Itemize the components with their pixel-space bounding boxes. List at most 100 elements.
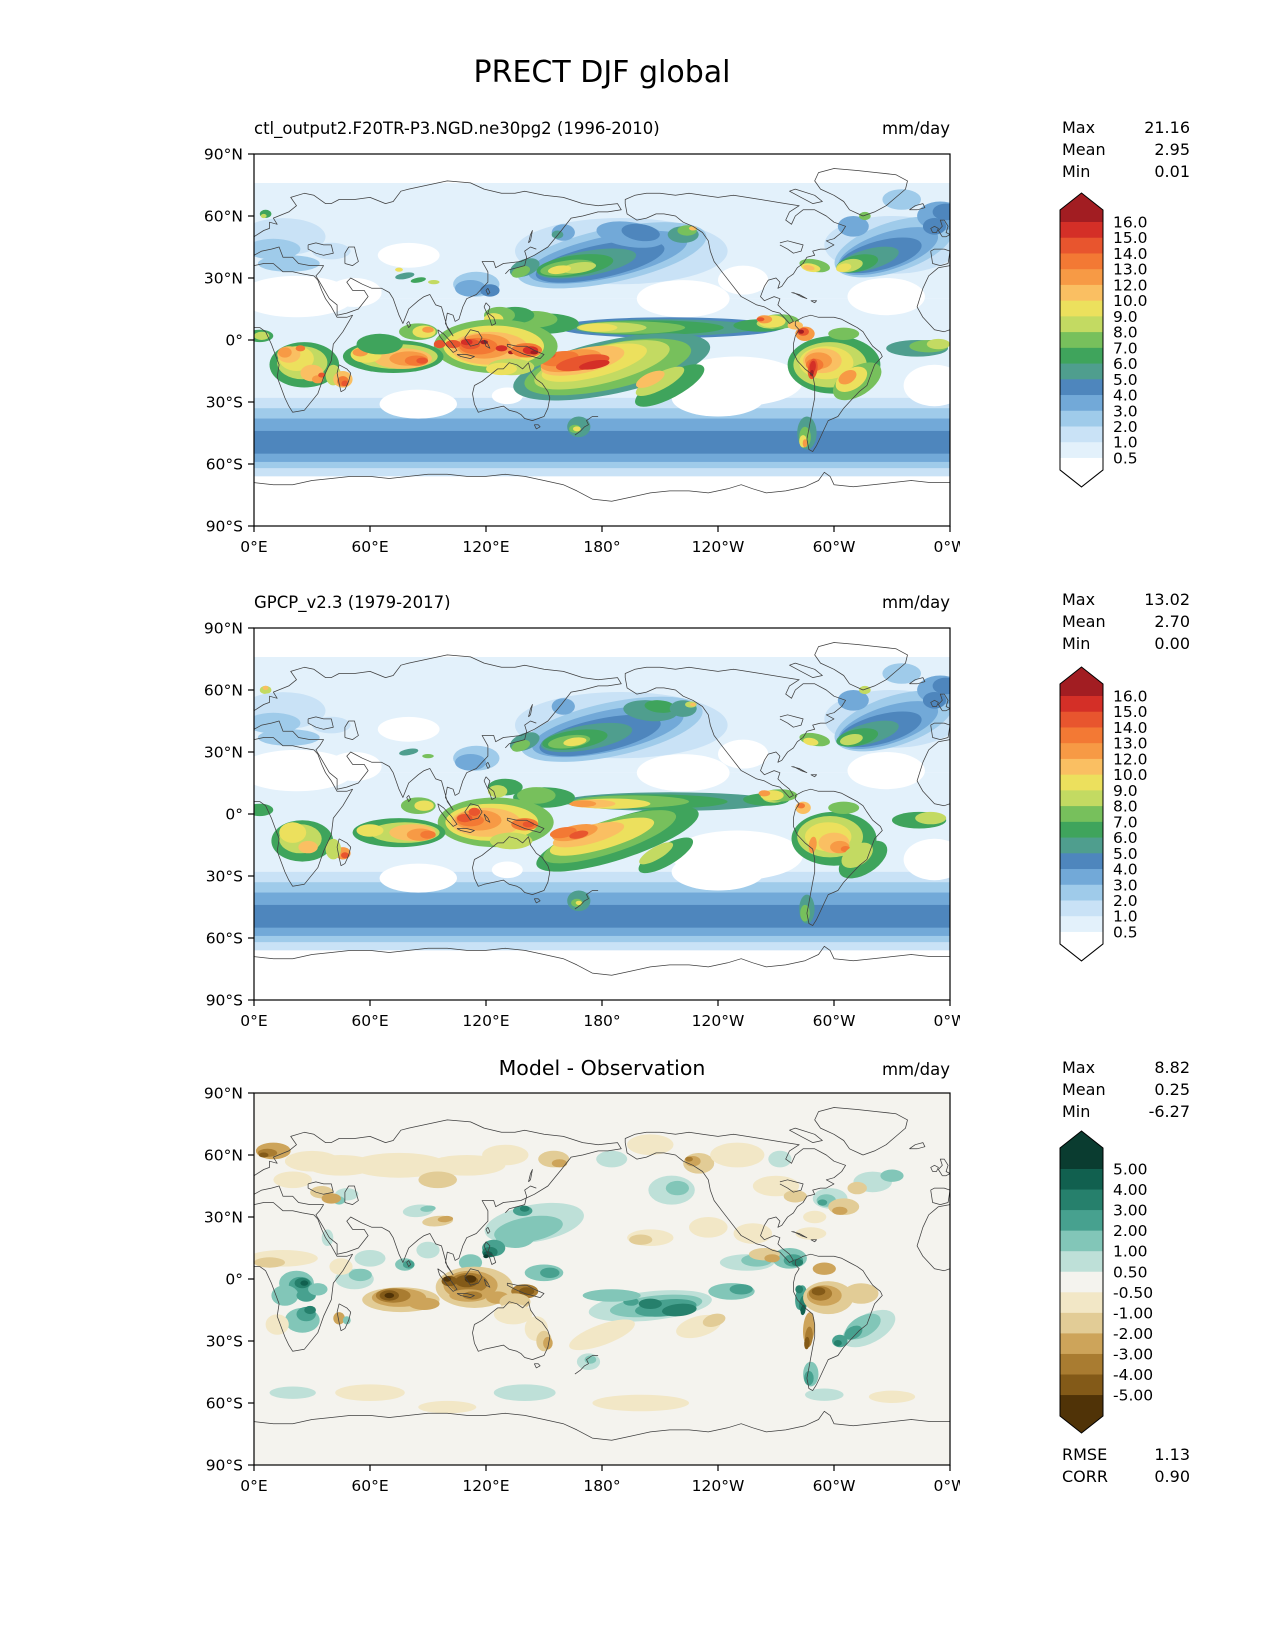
coastline (930, 225, 939, 233)
coastline (505, 246, 537, 275)
coastline (810, 300, 817, 304)
coastline (814, 1107, 908, 1156)
colorbar-diff: 5.00 4.00 3.00 2.00 1.00 0.50 -0.50 -1.00 -2.00 -… (1050, 1129, 1230, 1443)
stat-label: Min (1062, 162, 1091, 181)
lon-tick-label: 0°E (240, 538, 267, 556)
stat-row: Mean 2.70 (1062, 611, 1190, 633)
coastline (437, 803, 458, 827)
stat-label: Mean (1062, 140, 1106, 159)
stat-label: Min (1062, 1102, 1091, 1121)
lon-tick-label: 60°W (813, 1477, 856, 1495)
colorbar-tick-label: 12.0 (1113, 276, 1148, 294)
lat-tick-label: 90°S (206, 518, 243, 536)
lat-tick-label: 90°N (204, 1085, 243, 1103)
lat-tick-label: 0° (225, 1271, 243, 1289)
coastline (789, 188, 823, 204)
colorbar-tick-label: 4.0 (1113, 387, 1138, 405)
coastline (528, 1169, 533, 1183)
lat-tick-label: 90°N (204, 146, 243, 164)
colorbar-tick-label: 0.5 (1113, 923, 1138, 941)
stat-row: Min -6.27 (1062, 1101, 1190, 1123)
coastline (789, 1127, 823, 1143)
coastline (793, 314, 883, 452)
stat-value: -6.27 (1148, 1102, 1190, 1121)
coastline (437, 329, 458, 353)
colorbar-tick-label: 7.0 (1113, 339, 1138, 357)
coastline (574, 1355, 599, 1375)
figure-title: PRECT DJF global (473, 55, 731, 90)
panel-title-diff: Model - Observation (498, 1056, 706, 1080)
colorbar-outline (1059, 1130, 1104, 1434)
coastline (437, 1268, 458, 1292)
coastline (938, 1158, 950, 1177)
coastline (793, 788, 883, 926)
colorbar-outline (1059, 666, 1104, 962)
lat-tick-label: 30°S (206, 868, 243, 886)
stat-label: Min (1062, 634, 1091, 653)
coastline (307, 716, 334, 730)
lon-tick-label: 60°E (351, 538, 388, 556)
lon-tick-label: 60°E (351, 1477, 388, 1495)
map-canvas: 90°N 60°N 30°N 0° 30°S 60°S 90°S 0°E 60°E 120°E 18… (204, 146, 967, 557)
colorbar-tick-label: 2.0 (1113, 892, 1138, 910)
coastline (528, 704, 533, 718)
coastline (574, 890, 599, 910)
coastline (789, 662, 823, 678)
coastline (930, 722, 950, 740)
stat-label: Max (1062, 1058, 1096, 1077)
coastline (472, 1301, 551, 1360)
lat-tick-label: 30°N (204, 1209, 243, 1227)
coastline (779, 714, 804, 728)
colorbar-tick-label: 3.0 (1113, 876, 1138, 894)
coastline (307, 1181, 334, 1195)
colorbar-tick-label: 14.0 (1113, 719, 1148, 737)
stat-label: CORR (1062, 1467, 1108, 1486)
coastline (930, 699, 939, 707)
stats-rmse-corr: RMSE 1.13 CORR 0.90 (1062, 1444, 1190, 1488)
coastline (793, 1253, 883, 1391)
stat-value: 0.90 (1154, 1467, 1190, 1486)
coastline (533, 424, 541, 430)
lat-tick-label: 0° (225, 332, 243, 350)
colorbar-canvas: 5.00 4.00 3.00 2.00 1.00 0.50 -0.50 -1.00 -2.00 -… (1059, 1130, 1153, 1434)
lon-tick-label: 120°E (462, 1012, 509, 1030)
colorbar-tick-label: 13.0 (1113, 735, 1148, 753)
coastline (483, 1278, 491, 1288)
coastline (307, 242, 334, 256)
stat-row: CORR 0.90 (1062, 1466, 1190, 1488)
colorbar-tick-label: 15.0 (1113, 703, 1148, 721)
colorbar-tick-label: -4.00 (1113, 1366, 1153, 1384)
coastline (254, 1410, 950, 1441)
lat-tick-label: 60°N (204, 682, 243, 700)
coastline (791, 766, 808, 774)
coastline (533, 898, 541, 904)
lon-tick-label: 120°E (462, 1477, 509, 1495)
stat-label: Max (1062, 118, 1096, 137)
coastline (254, 263, 353, 413)
lon-tick-label: 60°E (351, 1012, 388, 1030)
coastline (483, 776, 497, 800)
stat-row: Max 8.82 (1062, 1057, 1190, 1079)
lat-tick-label: 30°N (204, 744, 243, 762)
colorbar-tick-label: -0.50 (1113, 1284, 1153, 1302)
colorbar-tick-label: 6.0 (1113, 829, 1138, 847)
colorbar-tick-label: -5.00 (1113, 1387, 1153, 1405)
colorbar-tick-label: 10.0 (1113, 292, 1148, 310)
coastline (528, 230, 533, 244)
lon-tick-label: 60°W (813, 1012, 856, 1030)
stat-value: 21.16 (1144, 118, 1190, 137)
coastline (930, 248, 950, 266)
colorbar-outline (1059, 192, 1104, 488)
lat-tick-label: 30°N (204, 270, 243, 288)
coastline (533, 1363, 541, 1369)
lat-tick-label: 90°S (206, 1457, 243, 1475)
coastline (779, 1179, 804, 1193)
coastline (505, 1185, 537, 1214)
coastline (254, 737, 353, 887)
coastline (779, 240, 804, 254)
coastline (456, 354, 475, 359)
lon-tick-label: 180° (583, 1477, 620, 1495)
stat-row: Min 0.00 (1062, 633, 1190, 655)
stat-row: Mean 2.95 (1062, 139, 1190, 161)
coastline (814, 168, 908, 217)
